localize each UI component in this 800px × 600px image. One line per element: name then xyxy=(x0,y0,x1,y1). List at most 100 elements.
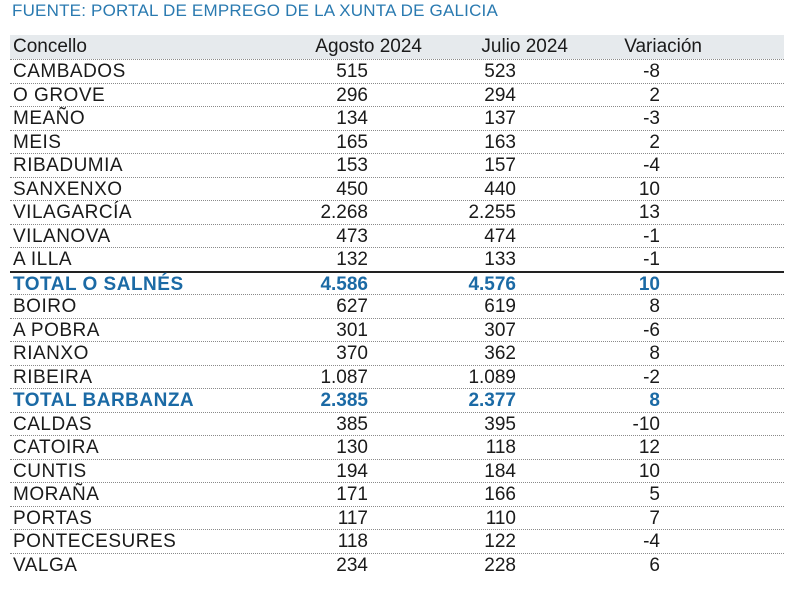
row-julio: 122 xyxy=(484,531,516,552)
table-row: CUNTIS 194 184 10 xyxy=(10,458,784,483)
table-row: MEIS 165 163 2 xyxy=(10,129,784,154)
row-variacion: 6 xyxy=(649,554,660,576)
table-row: MORAÑA 171 166 5 xyxy=(10,482,784,506)
row-julio: 395 xyxy=(484,413,516,435)
row-variacion: 8 xyxy=(649,343,660,364)
row-name: CAMBADOS xyxy=(13,61,126,82)
row-name: VALGA xyxy=(13,554,78,576)
row-variacion: 2 xyxy=(649,84,660,106)
row-agosto: 153 xyxy=(336,155,368,176)
row-agosto: 130 xyxy=(336,437,368,458)
row-name: MEAÑO xyxy=(13,108,86,129)
row-variacion: -8 xyxy=(643,61,660,82)
total-row: TOTAL BARBANZA 2.385 2.377 8 xyxy=(10,388,784,412)
row-variacion: 13 xyxy=(638,202,660,223)
row-name: A ILLA xyxy=(13,249,72,270)
table-row: SANXENXO 450 440 10 xyxy=(10,176,784,201)
row-variacion: 10 xyxy=(638,178,660,200)
table-row: VILAGARCÍA 2.268 2.255 13 xyxy=(10,200,784,224)
row-julio: 110 xyxy=(485,507,516,529)
table-row: VALGA 234 228 6 xyxy=(10,552,784,577)
row-julio: 184 xyxy=(484,460,516,482)
row-name: RIBEIRA xyxy=(13,366,93,388)
row-agosto: 194 xyxy=(336,460,368,482)
row-julio: 133 xyxy=(484,249,516,270)
row-variacion: -4 xyxy=(643,155,660,176)
row-agosto: 1.087 xyxy=(320,366,368,388)
table-row: RIBADUMIA 153 157 -4 xyxy=(10,153,784,177)
row-name: BOIRO xyxy=(13,296,77,317)
row-agosto: 4.586 xyxy=(320,273,368,295)
row-julio: 2.255 xyxy=(468,202,516,223)
row-name: TOTAL BARBANZA xyxy=(13,390,195,411)
header-agosto: Agosto 2024 xyxy=(315,36,422,57)
row-variacion: -1 xyxy=(643,249,660,270)
row-variacion: -3 xyxy=(643,108,660,129)
row-variacion: -2 xyxy=(643,366,660,388)
table-row: A ILLA 132 133 -1 xyxy=(10,247,784,271)
row-julio: 307 xyxy=(484,319,516,341)
row-name: CUNTIS xyxy=(13,460,87,482)
row-name: MEIS xyxy=(13,131,62,153)
table-row: CATOIRA 130 118 12 xyxy=(10,435,784,459)
row-variacion: -6 xyxy=(643,319,660,341)
row-julio: 228 xyxy=(484,554,516,576)
row-agosto: 370 xyxy=(336,343,368,364)
row-variacion: 5 xyxy=(649,484,660,505)
row-julio: 163 xyxy=(484,131,516,153)
row-variacion: 2 xyxy=(649,131,660,153)
row-agosto: 385 xyxy=(336,413,368,435)
row-julio: 523 xyxy=(484,61,516,82)
row-julio: 157 xyxy=(484,155,516,176)
row-julio: 166 xyxy=(484,484,516,505)
row-agosto: 117 xyxy=(337,507,368,529)
table-row: VILANOVA 473 474 -1 xyxy=(10,223,784,248)
row-julio: 2.377 xyxy=(468,390,516,411)
row-name: SANXENXO xyxy=(13,178,123,200)
row-agosto: 473 xyxy=(336,225,368,247)
table-header: Concello Agosto 2024 Julio 2024 Variació… xyxy=(10,35,784,59)
row-variacion: 7 xyxy=(649,507,660,529)
row-name: PONTECESURES xyxy=(13,531,177,552)
table-row: O GROVE 296 294 2 xyxy=(10,82,784,107)
row-julio: 137 xyxy=(484,108,516,129)
row-variacion: -4 xyxy=(643,531,660,552)
row-agosto: 134 xyxy=(336,108,368,129)
row-julio: 294 xyxy=(484,84,516,106)
table-row: CAMBADOS 515 523 -8 xyxy=(10,59,784,83)
source-caption: FUENTE: PORTAL DE EMPREGO DE LA XUNTA DE… xyxy=(12,1,499,20)
row-julio: 118 xyxy=(485,437,516,458)
row-julio: 619 xyxy=(484,296,516,317)
row-agosto: 118 xyxy=(337,531,368,552)
row-variacion: 12 xyxy=(638,437,660,458)
table-row: PONTECESURES 118 122 -4 xyxy=(10,529,784,553)
table-row: RIANXO 370 362 8 xyxy=(10,341,784,365)
header-concello: Concello xyxy=(13,36,87,57)
row-agosto: 132 xyxy=(336,249,368,270)
row-agosto: 301 xyxy=(336,319,368,341)
total-row: TOTAL O SALNÉS 4.586 4.576 10 xyxy=(10,270,784,295)
header-julio: Julio 2024 xyxy=(481,36,568,57)
row-name: VILANOVA xyxy=(13,225,111,247)
table-row: PORTAS 117 110 7 xyxy=(10,505,784,530)
header-variacion: Variación xyxy=(624,36,702,57)
row-name: TOTAL O SALNÉS xyxy=(13,273,184,295)
row-variacion: 10 xyxy=(638,460,660,482)
row-name: PORTAS xyxy=(13,507,93,529)
row-variacion: -1 xyxy=(643,225,660,247)
row-agosto: 2.268 xyxy=(320,202,368,223)
row-name: A POBRA xyxy=(13,319,100,341)
row-agosto: 2.385 xyxy=(320,390,368,411)
row-agosto: 515 xyxy=(336,61,368,82)
row-agosto: 171 xyxy=(336,484,368,505)
row-name: CATOIRA xyxy=(13,437,100,458)
table-row: A POBRA 301 307 -6 xyxy=(10,317,784,342)
table-row: MEAÑO 134 137 -3 xyxy=(10,106,784,130)
row-variacion: -10 xyxy=(632,413,660,435)
table-body: CAMBADOS 515 523 -8 O GROVE 296 294 2 MEAÑO 134 13… xyxy=(10,59,784,576)
row-agosto: 627 xyxy=(336,296,368,317)
row-variacion: 8 xyxy=(649,390,660,411)
unemployment-table: Concello Agosto 2024 Julio 2024 Variació… xyxy=(10,35,784,576)
row-julio: 474 xyxy=(484,225,516,247)
row-agosto: 234 xyxy=(336,554,368,576)
